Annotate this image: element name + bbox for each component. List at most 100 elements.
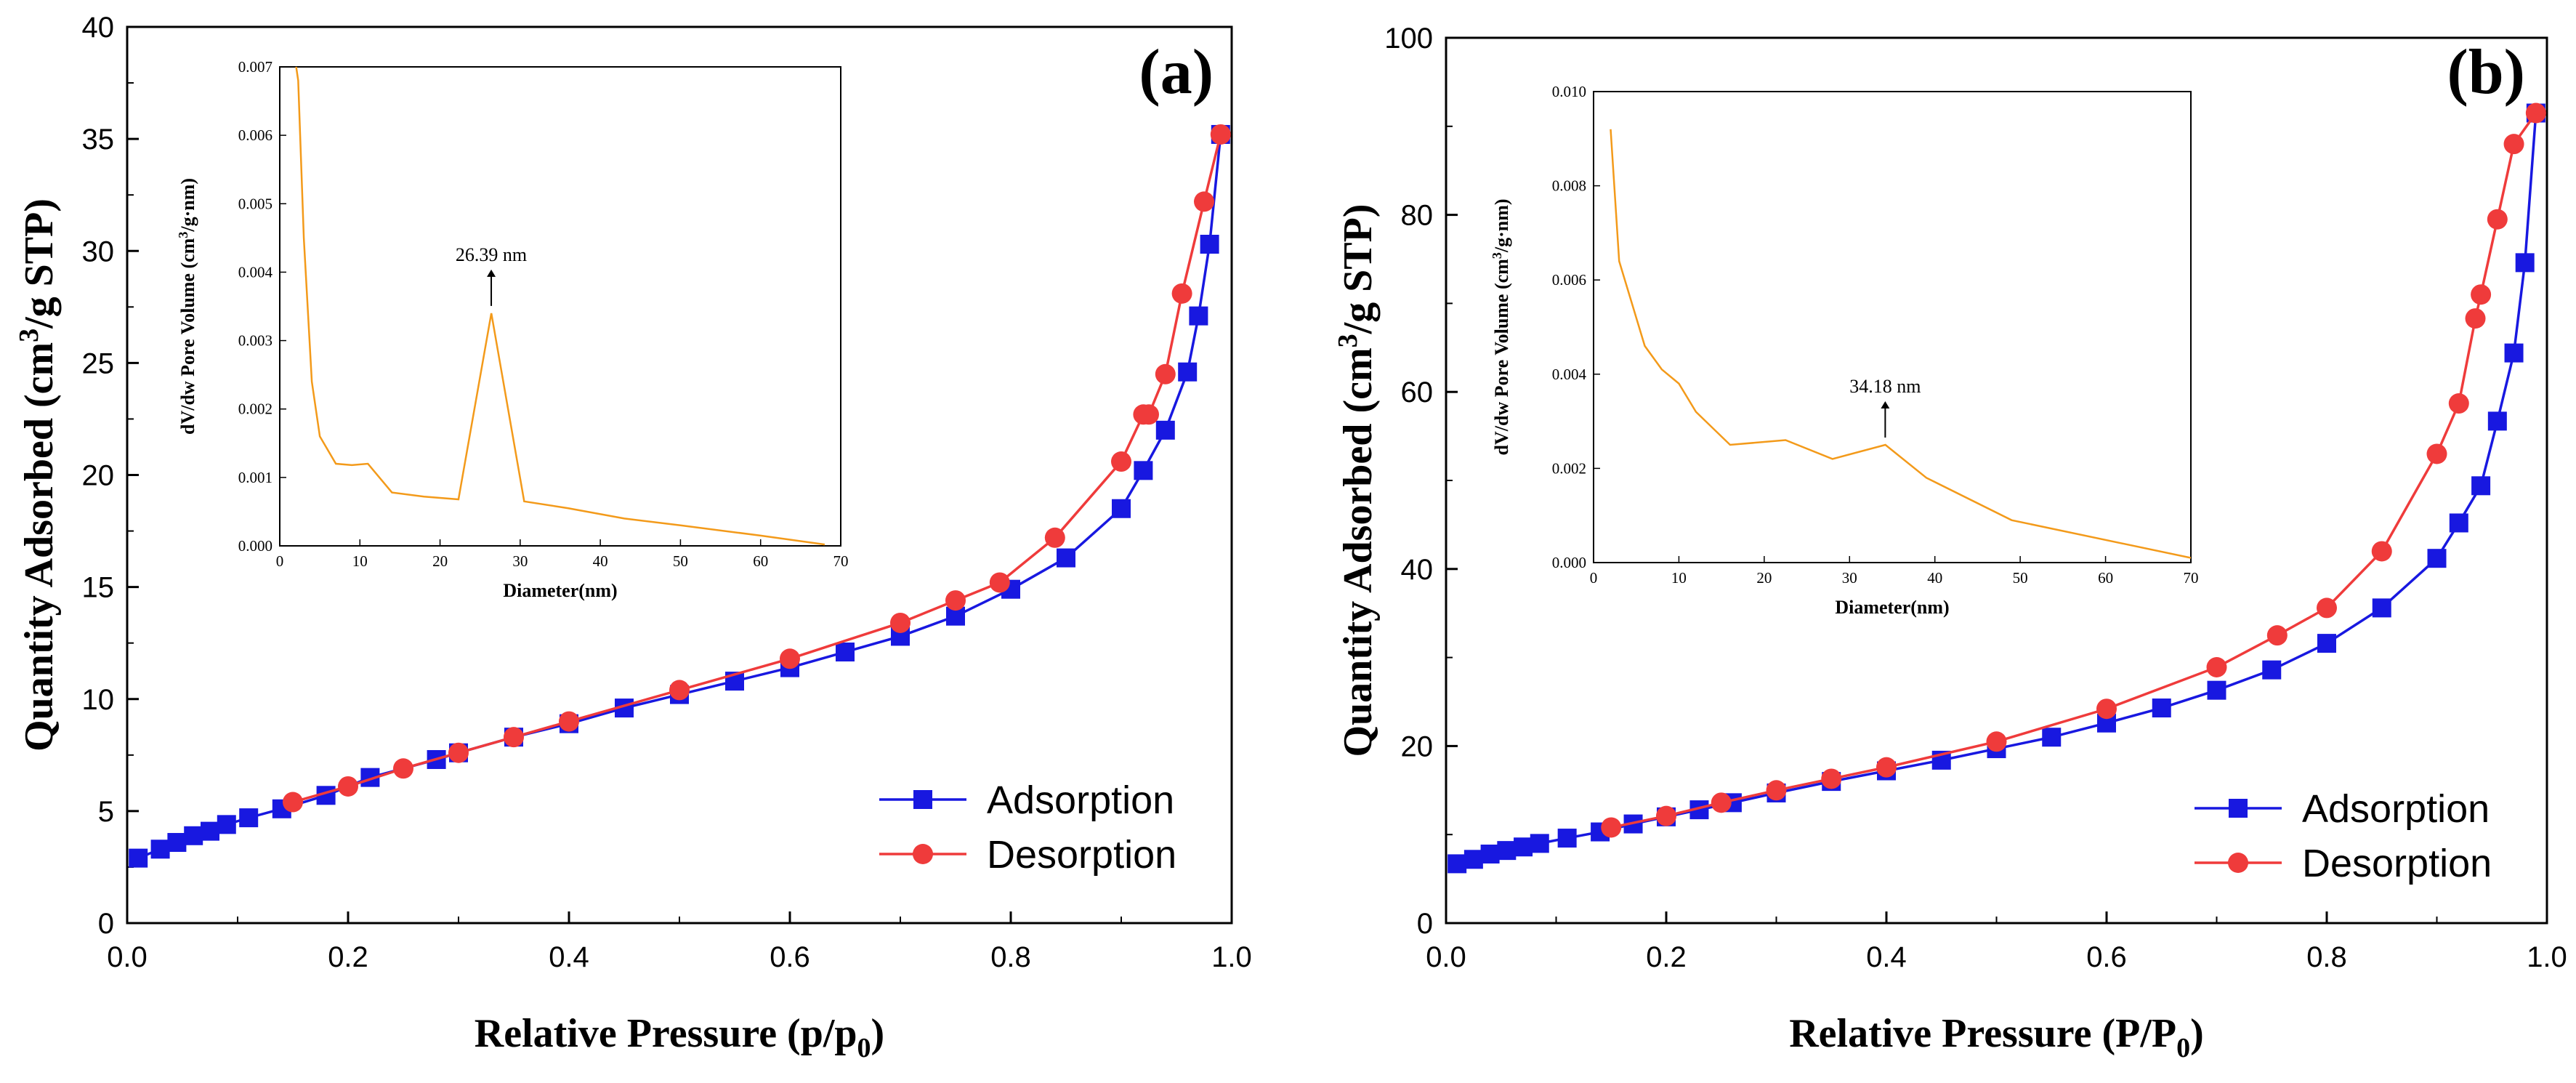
desorption-point: [1986, 731, 2007, 752]
adsorption-point: [239, 808, 259, 828]
y-tick-label: 15: [82, 572, 115, 604]
inset-y-tick-label: 0.006: [1552, 271, 1586, 289]
legend: Adsorption Desorption: [2195, 787, 2492, 885]
legend-label: Desorption: [2302, 842, 2492, 885]
desorption-point: [559, 711, 579, 732]
inset-y-label-post: /g·nm): [1491, 198, 1512, 253]
x-tick-label: 0.4: [549, 941, 589, 973]
adsorption-point: [150, 840, 170, 859]
desorption-point: [1601, 817, 1622, 838]
x-tick-label: 1.0: [2527, 941, 2567, 973]
legend-marker-square: [2229, 799, 2248, 818]
adsorption-point: [1530, 834, 1549, 853]
inset-chart: 0 10 20 30 40 50 60 70 0.000 0.001 0.002 0.003 0.004…: [176, 58, 849, 601]
inset-x-tick-label: 50: [673, 552, 688, 570]
inset-y-label-pre: dV/dw Pore Volume (cm: [177, 238, 198, 435]
inset-x-tick-label: 40: [593, 552, 608, 570]
legend-marker-square: [913, 790, 932, 809]
legend-marker-circle: [2228, 853, 2248, 873]
inset-y-tick-label: 0.008: [1552, 177, 1586, 195]
desorption-point: [504, 727, 524, 748]
inset-x-tick-label: 60: [753, 552, 768, 570]
y-tick-label: 60: [1401, 377, 1434, 408]
desorption-point: [1155, 363, 1176, 385]
inset-y-tick-label: 0.003: [238, 332, 272, 350]
desorption-point: [1111, 451, 1131, 472]
y-axis-label-end: /g STP): [1336, 204, 1381, 334]
y-tick-label: 10: [82, 684, 115, 716]
desorption-point: [890, 612, 911, 633]
adsorption-point: [2487, 411, 2507, 431]
inset-x-tick-label: 30: [1842, 569, 1857, 587]
x-axis-label: Relative Pressure (p/p0): [475, 1011, 884, 1063]
inset-x-tick-label: 30: [512, 552, 528, 570]
y-axis-label-main: Quantity Adsorbed (cm: [17, 342, 62, 752]
adsorption-point: [2207, 680, 2226, 700]
x-tick-label: 0.4: [1866, 941, 1907, 973]
legend-label: Adsorption: [987, 778, 1174, 822]
y-tick-label: 20: [82, 460, 115, 492]
x-axis-label-end: ): [2190, 1011, 2204, 1056]
desorption-point: [283, 792, 303, 813]
y-tick-label: 0: [1417, 908, 1433, 940]
inset-y-tick-label: 0.000: [1552, 554, 1586, 571]
y-axis-label-end: /g STP): [17, 198, 62, 329]
legend-label: Adsorption: [2302, 787, 2490, 831]
inset-y-tick-label: 0.004: [1552, 366, 1587, 383]
desorption-point: [1711, 792, 1732, 813]
chart-0: 0.0 0.2 0.4 0.6 0.8 1.00510152025303540Relati…: [14, 12, 1252, 1063]
adsorption-point: [2504, 343, 2524, 363]
annotation-arrow-head: [1881, 401, 1890, 408]
adsorption-point: [2372, 598, 2391, 618]
desorption-point: [1171, 283, 1192, 304]
desorption-point: [2465, 308, 2486, 329]
adsorption-point: [1057, 548, 1075, 568]
y-axis-label: Quantity Adsorbed (cm3/g STP): [14, 198, 62, 752]
inset-x-tick-label: 0: [276, 552, 284, 570]
adsorption-point: [2471, 476, 2491, 496]
inset-x-tick-label: 60: [2098, 569, 2113, 587]
legend: Adsorption Desorption: [879, 778, 1176, 877]
adsorption-point: [1189, 306, 1208, 326]
x-tick-label: 0.0: [107, 941, 148, 973]
desorption-point: [2503, 134, 2524, 155]
adsorption-point: [129, 848, 148, 868]
desorption-point: [989, 572, 1010, 593]
x-tick-label: 0.8: [990, 941, 1031, 973]
desorption-point: [1766, 780, 1787, 801]
adsorption-point: [1463, 850, 1483, 869]
inset-x-tick-label: 0: [1590, 569, 1598, 587]
adsorption-point: [217, 815, 236, 834]
adsorption-point: [1178, 362, 1198, 382]
adsorption-point: [2152, 698, 2171, 718]
adsorption-point: [1134, 461, 1153, 480]
peak-annotation: 34.18 nm: [1849, 376, 1921, 397]
inset-y-axis-label: dV/dw Pore Volume (cm3/g·nm): [176, 178, 198, 435]
desorption-point: [669, 680, 690, 701]
desorption-point: [945, 590, 966, 611]
x-tick-label: 0.2: [1646, 941, 1687, 973]
inset-y-tick-label: 0.002: [238, 400, 272, 418]
desorption-point: [338, 776, 358, 797]
desorption-point: [2096, 698, 2117, 720]
inset-frame: [1593, 91, 2192, 563]
adsorption-point: [1200, 235, 1219, 254]
desorption-point: [2525, 102, 2546, 124]
inset-y-tick-label: 0.010: [1552, 83, 1586, 100]
inset-y-tick-label: 0.002: [1552, 459, 1586, 477]
inset-y-tick-label: 0.005: [238, 195, 272, 212]
inset-pore-curve: [1610, 129, 2191, 559]
inset-y-label-pre: dV/dw Pore Volume (cm: [1491, 259, 1512, 456]
x-axis-label-main: Relative Pressure (p/p: [475, 1011, 857, 1056]
adsorption-point: [167, 833, 187, 853]
desorption-point: [1656, 805, 1676, 826]
inset-y-tick-label: 0.004: [238, 263, 273, 281]
legend-marker-circle: [913, 844, 933, 864]
y-axis-label-main: Quantity Adsorbed (cm: [1336, 347, 1381, 757]
adsorption-point: [2262, 660, 2282, 680]
annotation-arrow-head: [487, 269, 496, 277]
inset-y-label-superscript: 3: [1490, 252, 1504, 259]
inset-x-axis-label: Diameter(nm): [1835, 597, 1949, 618]
